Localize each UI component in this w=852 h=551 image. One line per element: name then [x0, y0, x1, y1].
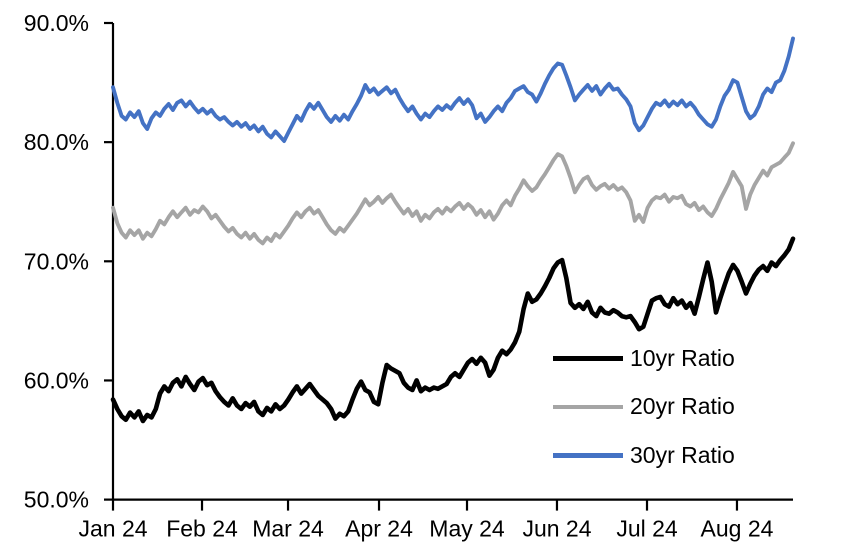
x-tick-label: Aug 24	[701, 516, 774, 542]
y-tick-label: 60.0%	[24, 367, 89, 393]
y-tick-label: 80.0%	[24, 129, 89, 155]
chart-legend: 10yr Ratio 20yr Ratio 30yr Ratio	[553, 334, 735, 480]
legend-label-20yr: 20yr Ratio	[630, 393, 735, 420]
x-tick-label: Jun 24	[522, 516, 591, 542]
series-line-20yr-ratio	[111, 141, 795, 246]
legend-label-30yr: 30yr Ratio	[630, 441, 735, 468]
series-line-30yr-ratio	[111, 36, 795, 143]
x-tick-label: Feb 24	[166, 516, 238, 542]
legend-line-10yr-icon	[553, 356, 623, 361]
legend-label-10yr: 10yr Ratio	[630, 344, 735, 371]
y-tick-label: 90.0%	[24, 10, 89, 36]
legend-line-20yr-icon	[553, 404, 623, 409]
legend-item-10yr: 10yr Ratio	[553, 334, 735, 383]
x-tick-label: Jul 24	[616, 516, 678, 542]
legend-item-30yr: 30yr Ratio	[553, 431, 735, 480]
legend-line-30yr-icon	[553, 453, 623, 458]
x-tick-label: Jan 24	[78, 516, 147, 542]
legend-item-20yr: 20yr Ratio	[553, 383, 735, 432]
y-tick-label: 50.0%	[24, 487, 89, 513]
x-tick-label: Apr 24	[345, 516, 413, 542]
x-tick-label: May 24	[429, 516, 505, 542]
y-tick-label: 70.0%	[24, 248, 89, 274]
series-line-10yr-ratio	[110, 236, 796, 424]
x-tick-label: Mar 24	[252, 516, 324, 542]
